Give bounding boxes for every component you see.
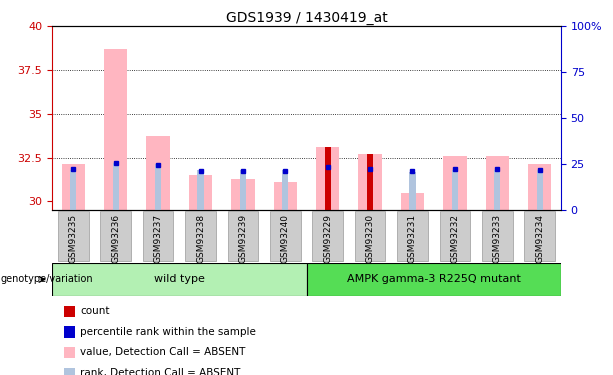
FancyBboxPatch shape bbox=[440, 211, 470, 261]
FancyBboxPatch shape bbox=[482, 211, 512, 261]
FancyBboxPatch shape bbox=[101, 211, 131, 261]
Bar bbox=[528, 165, 551, 210]
Text: GSM93233: GSM93233 bbox=[493, 214, 502, 263]
FancyBboxPatch shape bbox=[227, 211, 258, 261]
Text: GSM93235: GSM93235 bbox=[69, 214, 78, 263]
Bar bbox=[367, 154, 373, 210]
Bar bbox=[189, 175, 212, 210]
Bar bbox=[70, 170, 77, 210]
Bar bbox=[62, 165, 85, 210]
FancyBboxPatch shape bbox=[525, 211, 555, 261]
Bar bbox=[240, 170, 246, 210]
FancyBboxPatch shape bbox=[58, 211, 88, 261]
Text: count: count bbox=[80, 306, 110, 316]
Text: GSM93229: GSM93229 bbox=[323, 214, 332, 263]
Bar bbox=[367, 170, 373, 210]
Text: rank, Detection Call = ABSENT: rank, Detection Call = ABSENT bbox=[80, 368, 241, 375]
FancyBboxPatch shape bbox=[270, 211, 300, 261]
Text: GSM93238: GSM93238 bbox=[196, 214, 205, 263]
Bar bbox=[197, 170, 204, 210]
Title: GDS1939 / 1430419_at: GDS1939 / 1430419_at bbox=[226, 11, 387, 25]
Text: GSM93236: GSM93236 bbox=[111, 214, 120, 263]
Bar bbox=[536, 170, 543, 210]
Bar bbox=[359, 154, 382, 210]
Text: GSM93239: GSM93239 bbox=[238, 214, 248, 263]
Bar bbox=[443, 156, 466, 210]
Bar bbox=[409, 171, 416, 210]
Bar bbox=[494, 170, 500, 210]
Bar bbox=[113, 163, 119, 210]
Text: GSM93231: GSM93231 bbox=[408, 214, 417, 263]
Text: wild type: wild type bbox=[154, 274, 205, 284]
Text: genotype/variation: genotype/variation bbox=[1, 274, 93, 284]
Text: value, Detection Call = ABSENT: value, Detection Call = ABSENT bbox=[80, 348, 246, 357]
Text: GSM93240: GSM93240 bbox=[281, 214, 290, 263]
FancyBboxPatch shape bbox=[313, 211, 343, 261]
FancyBboxPatch shape bbox=[397, 211, 428, 261]
Bar bbox=[104, 49, 128, 210]
Text: GSM93232: GSM93232 bbox=[451, 214, 459, 263]
Bar bbox=[231, 178, 254, 210]
Bar bbox=[485, 156, 509, 210]
FancyBboxPatch shape bbox=[143, 211, 173, 261]
Bar bbox=[273, 182, 297, 210]
FancyBboxPatch shape bbox=[306, 263, 561, 296]
Text: GSM93230: GSM93230 bbox=[365, 214, 375, 263]
Bar bbox=[452, 170, 458, 210]
Text: GSM93234: GSM93234 bbox=[535, 214, 544, 263]
Bar bbox=[155, 165, 161, 210]
Bar bbox=[324, 168, 331, 210]
Bar bbox=[324, 147, 331, 210]
Bar bbox=[147, 136, 170, 210]
FancyBboxPatch shape bbox=[185, 211, 216, 261]
FancyBboxPatch shape bbox=[52, 263, 306, 296]
FancyBboxPatch shape bbox=[355, 211, 386, 261]
Bar bbox=[282, 170, 289, 210]
Text: percentile rank within the sample: percentile rank within the sample bbox=[80, 327, 256, 337]
Bar bbox=[316, 147, 340, 210]
Text: AMPK gamma-3 R225Q mutant: AMPK gamma-3 R225Q mutant bbox=[347, 274, 520, 284]
Bar bbox=[401, 192, 424, 210]
Text: GSM93237: GSM93237 bbox=[154, 214, 162, 263]
